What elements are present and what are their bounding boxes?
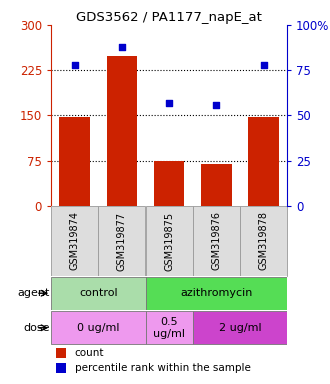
Point xyxy=(166,100,172,106)
Bar xyxy=(146,311,193,344)
Text: count: count xyxy=(75,348,104,358)
Point xyxy=(214,101,219,108)
Text: GSM319878: GSM319878 xyxy=(258,212,269,270)
Bar xyxy=(56,363,66,373)
Bar xyxy=(146,276,287,310)
Text: GSM319874: GSM319874 xyxy=(70,212,80,270)
Bar xyxy=(193,206,240,276)
Bar xyxy=(248,117,279,206)
Bar xyxy=(51,206,98,276)
Bar xyxy=(146,206,193,276)
Bar xyxy=(240,206,287,276)
Text: control: control xyxy=(79,288,118,298)
Text: GSM319875: GSM319875 xyxy=(164,212,174,270)
Point xyxy=(119,44,125,50)
Bar xyxy=(107,56,137,206)
Text: percentile rank within the sample: percentile rank within the sample xyxy=(75,363,250,373)
Text: 2 ug/ml: 2 ug/ml xyxy=(218,323,261,333)
Point xyxy=(261,62,266,68)
Title: GDS3562 / PA1177_napE_at: GDS3562 / PA1177_napE_at xyxy=(76,11,262,24)
Text: 0 ug/ml: 0 ug/ml xyxy=(77,323,119,333)
Point xyxy=(72,62,77,68)
Bar xyxy=(154,161,184,206)
Text: dose: dose xyxy=(24,323,50,333)
Bar xyxy=(51,311,146,344)
Text: 0.5
ug/ml: 0.5 ug/ml xyxy=(153,317,185,339)
Bar xyxy=(193,311,287,344)
Bar xyxy=(51,276,146,310)
Text: GSM319877: GSM319877 xyxy=(117,212,127,270)
Bar xyxy=(59,117,90,206)
Text: azithromycin: azithromycin xyxy=(180,288,252,298)
Bar xyxy=(56,348,66,358)
Bar xyxy=(201,164,232,206)
Bar xyxy=(98,206,146,276)
Text: GSM319876: GSM319876 xyxy=(211,212,221,270)
Text: agent: agent xyxy=(18,288,50,298)
